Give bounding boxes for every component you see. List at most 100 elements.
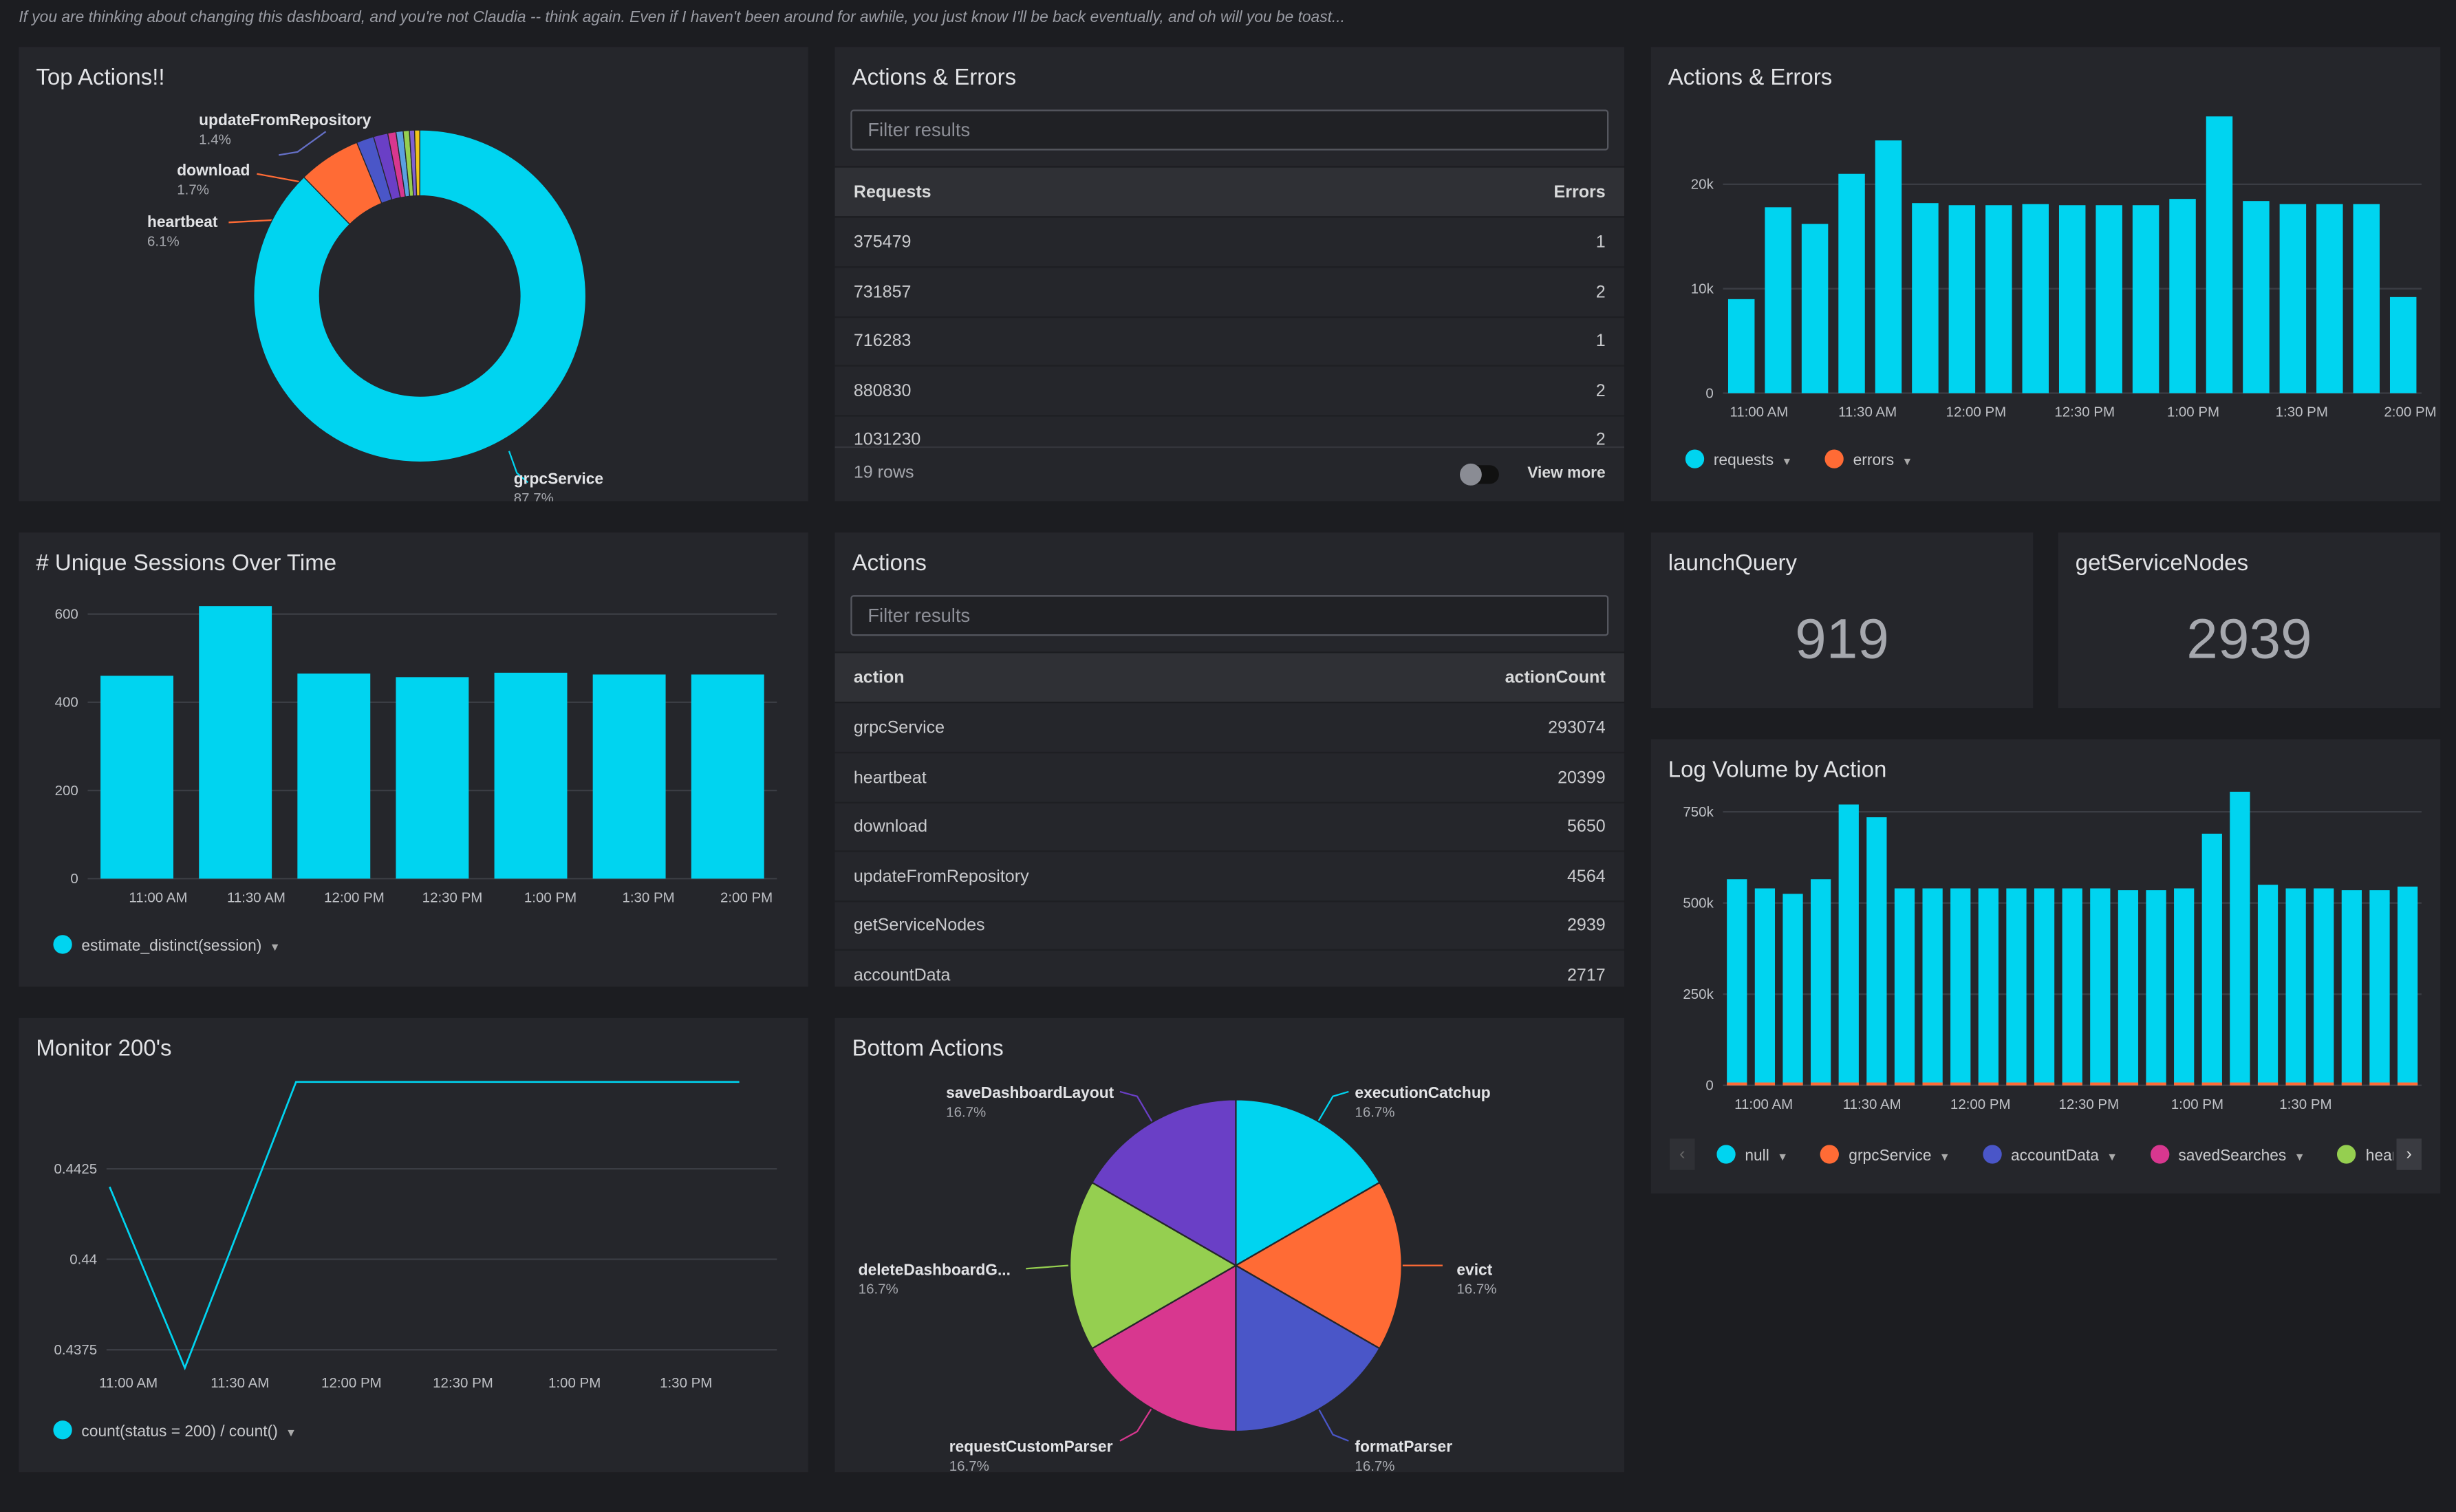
dropdown-caret-icon: ▼ [1781,457,1793,468]
y-tick-label: 0 [1705,1078,1713,1094]
table-row: 716283 1 [834,316,1625,367]
column-header-action[interactable]: action [853,669,905,688]
column-header-requests[interactable]: Requests [853,183,931,202]
slice-label-pct: 1.7% [177,182,209,197]
slice-label-name: requestCustomParser [949,1438,1113,1456]
view-more-label[interactable]: View more [1527,465,1606,483]
cell-requests: 880830 [853,382,912,401]
x-tick-label: 11:00 AM [99,1375,158,1391]
panel-title: launchQuery [1668,551,1797,576]
table-row: heartbeat 20399 [834,753,1625,803]
pie-slice [1235,1264,1381,1433]
legend-scroll-left[interactable]: ‹ [1670,1138,1695,1170]
bar [2341,890,2362,1086]
x-tick-label: 12:30 PM [2054,404,2115,420]
cell-errors: 2 [1595,382,1606,401]
table-row: 731857 2 [834,268,1625,318]
log-volume-panel: Log Volume by Action 0 250k 500k 750k 11:00 … [1650,739,2441,1194]
chart-legend: estimate_distinct(session) ▼ [53,935,308,955]
x-tick-label: 11:00 AM [1734,1097,1793,1112]
legend-label: requests [1713,452,1774,471]
legend-dot [53,1421,72,1440]
table-row: accountData 2717 [835,951,1625,986]
series-line [109,1081,740,1371]
actions-errors-bar-chart: 0 10k 20k 11:00 AM 11:30 AM 12:00 PM 12:30 PM 1… [1691,116,2437,420]
bottom-actions-panel: Bottom Actions executionCatchup 16.7% ev… [834,1017,1625,1473]
y-tick-label: 200 [55,783,78,799]
legend-scroll-right[interactable]: › [2396,1138,2422,1170]
table-row: getServiceNodes 2939 [834,900,1625,951]
slice-label-name: heartbeat [147,213,218,230]
leader-line [1119,1405,1154,1442]
bar-stack [1894,1082,1915,1086]
legend-item-status-ratio[interactable]: count(status = 200) / count() ▼ [53,1421,297,1441]
legend-item-null[interactable]: null ▼ [1716,1145,1788,1165]
bar [297,673,371,879]
bar [1866,817,1887,1086]
legend-item-errors[interactable]: errors ▼ [1824,449,1913,470]
monitor-panel: Monitor 200's 0.4375 0.44 0.4425 11:00 AM 11… [19,1017,808,1473]
bar [2132,205,2159,393]
y-tick-label: 500k [1683,896,1714,911]
bar [2006,888,2027,1086]
bar-stack [2369,1082,2390,1086]
cell-action: grpcService [853,719,945,738]
bar [1875,140,1902,393]
bar-stack [1922,1082,1943,1086]
legend-item-requests[interactable]: requests ▼ [1685,449,1792,470]
bar [2201,833,2222,1086]
bar-stack [2174,1082,2195,1086]
bar [1727,299,1755,393]
bar [2096,205,2122,393]
cell-count: 293074 [1548,719,1606,738]
leader-line [279,131,327,156]
cell-count: 4564 [1566,867,1606,887]
cell-action: heartbeat [853,768,927,788]
legend-item-grpcservice[interactable]: grpcService ▼ [1820,1145,1950,1165]
bar [1978,888,1999,1086]
pie-slice [1234,1181,1403,1350]
x-tick-label: 11:30 AM [211,1375,269,1391]
bar-stack [1866,1082,1887,1086]
y-tick-label: 0.4375 [54,1342,98,1358]
slice-label-pct: 87.7% [514,490,554,501]
bar [2206,116,2233,393]
slice-label-name: grpcService [514,470,603,488]
legend-item-savedsearches[interactable]: savedSearches ▼ [2150,1145,2305,1165]
table-header: Requests Errors [834,166,1625,218]
bar-stack [2398,1082,2418,1086]
x-tick-label: 1:30 PM [660,1375,712,1391]
chart-legend: null ▼ grpcService ▼ accountData ▼ savedSea… [1716,1145,2393,1165]
slice-label-name: download [177,161,250,179]
x-tick-label: 12:00 PM [1946,404,2007,420]
filter-input[interactable] [850,109,1609,151]
x-tick-label: 11:00 AM [129,889,187,905]
column-header-errors[interactable]: Errors [1553,183,1606,202]
legend-item-heartbeat[interactable]: hear [2337,1145,2393,1165]
y-tick-label: 0 [70,871,78,887]
panel-title: Bottom Actions [852,1037,1004,1062]
view-more-toggle[interactable] [1459,463,1499,486]
dropdown-caret-icon: ▼ [269,942,281,954]
cell-count: 20399 [1558,768,1606,788]
dropdown-caret-icon: ▼ [2294,1152,2305,1164]
bar [2398,886,2418,1086]
cell-count: 2939 [1566,916,1606,936]
bar [1950,888,1971,1086]
bar [1811,879,1831,1086]
sessions-chart-panel: # Unique Sessions Over Time 0 200 400 600 11… [19,532,808,987]
slice-label-name: deleteDashboardG... [859,1260,1011,1278]
bar [592,674,666,879]
column-header-actioncount[interactable]: actionCount [1505,669,1606,688]
cell-action: updateFromRepository [853,867,1029,887]
pie-slice [1090,1264,1237,1433]
bar [1894,888,1915,1086]
filter-input[interactable] [850,595,1609,636]
toggle-knob [1459,463,1482,486]
legend-item-accountdata[interactable]: accountData ▼ [1983,1145,2118,1165]
x-tick-label: 1:00 PM [2167,404,2219,420]
actions-table-panel: Actions action actionCount grpcService 29… [834,532,1625,987]
legend-item-sessions[interactable]: estimate_distinct(session) ▼ [53,935,281,955]
bar [2058,205,2086,393]
bar [1838,173,1865,393]
